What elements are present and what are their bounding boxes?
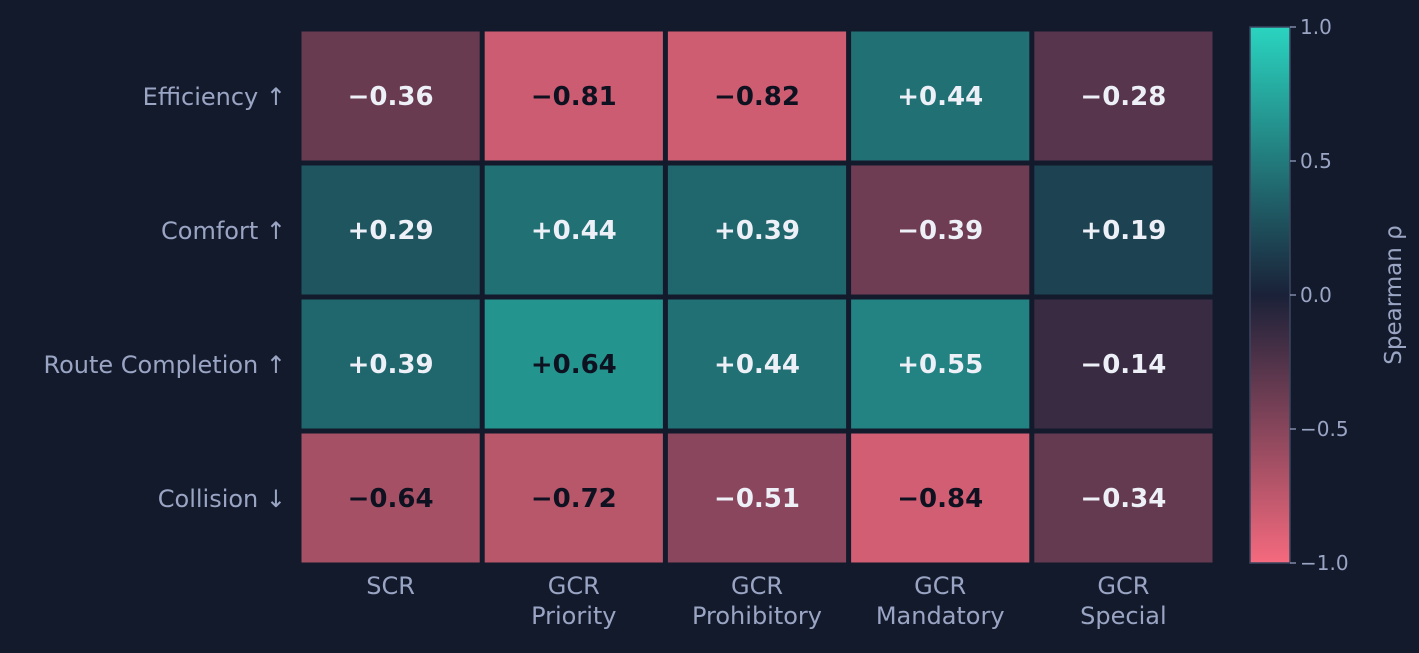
cell-value-label: +0.55 [897, 350, 983, 380]
row-label: Route Completion ↑ [44, 351, 287, 379]
cell-value-label: −0.82 [714, 82, 800, 112]
cell-value-label: +0.29 [348, 216, 434, 246]
cell-value-label: −0.72 [531, 484, 617, 514]
column-label: Special [1080, 602, 1166, 630]
cell-value-label: −0.84 [897, 484, 983, 514]
cell-value-label: +0.39 [714, 216, 800, 246]
heatmap-cell [1034, 299, 1213, 429]
heatmap-cell [1034, 433, 1213, 563]
colorbar [1249, 26, 1291, 564]
heatmap-cell [851, 165, 1030, 295]
column-label: GCR [731, 572, 783, 600]
heatmap-cell [484, 433, 663, 563]
cell-value-label: −0.39 [897, 216, 983, 246]
cell-value-label: −0.34 [1080, 484, 1166, 514]
colorbar-tick-label: 0.0 [1300, 283, 1332, 307]
row-label: Efficiency ↑ [143, 83, 286, 111]
cell-value-label: +0.19 [1080, 216, 1166, 246]
heatmap-cell [851, 433, 1030, 563]
heatmap-cell [484, 299, 663, 429]
colorbar-label: Spearman ρ [1381, 225, 1407, 364]
cell-value-label: +0.39 [348, 350, 434, 380]
cell-value-label: +0.44 [897, 82, 983, 112]
cell-value-label: −0.28 [1080, 82, 1166, 112]
column-label: GCR [1097, 572, 1149, 600]
column-label: Mandatory [876, 602, 1005, 630]
cell-value-label: +0.44 [531, 216, 617, 246]
heatmap-cell [851, 31, 1030, 161]
colorbar-tick-label: −1.0 [1300, 551, 1349, 575]
column-label: GCR [548, 572, 600, 600]
cell-value-label: −0.14 [1080, 350, 1166, 380]
row-label: Comfort ↑ [161, 217, 286, 245]
row-label: Collision ↓ [158, 485, 286, 513]
column-label: Prohibitory [692, 602, 822, 630]
heatmap-cell [667, 299, 847, 429]
heatmap-cell [1034, 165, 1213, 295]
cell-value-label: −0.51 [714, 484, 800, 514]
colorbar-tick-label: −0.5 [1300, 417, 1349, 441]
column-label: SCR [366, 572, 415, 600]
cell-value-label: −0.36 [348, 82, 434, 112]
heatmap-cell [484, 31, 663, 161]
colorbar-tick-label: 0.5 [1300, 149, 1332, 173]
heatmap-cell [301, 299, 480, 429]
heatmap-cell [667, 165, 847, 295]
heatmap-cell [667, 433, 847, 563]
heatmap-cell [851, 299, 1030, 429]
heatmap-cell [301, 433, 480, 563]
heatmap-cell [667, 31, 847, 161]
column-label: Priority [531, 602, 616, 630]
cell-value-label: −0.64 [348, 484, 434, 514]
heatmap-cell [301, 31, 480, 161]
cell-value-label: +0.64 [531, 350, 617, 380]
colorbar-tick-label: 1.0 [1300, 15, 1332, 39]
cell-value-label: +0.44 [714, 350, 800, 380]
column-label: GCR [914, 572, 966, 600]
heatmap-cell [301, 165, 480, 295]
cell-value-label: −0.81 [531, 82, 617, 112]
heatmap-cell [1034, 31, 1213, 161]
heatmap-cell [484, 165, 663, 295]
